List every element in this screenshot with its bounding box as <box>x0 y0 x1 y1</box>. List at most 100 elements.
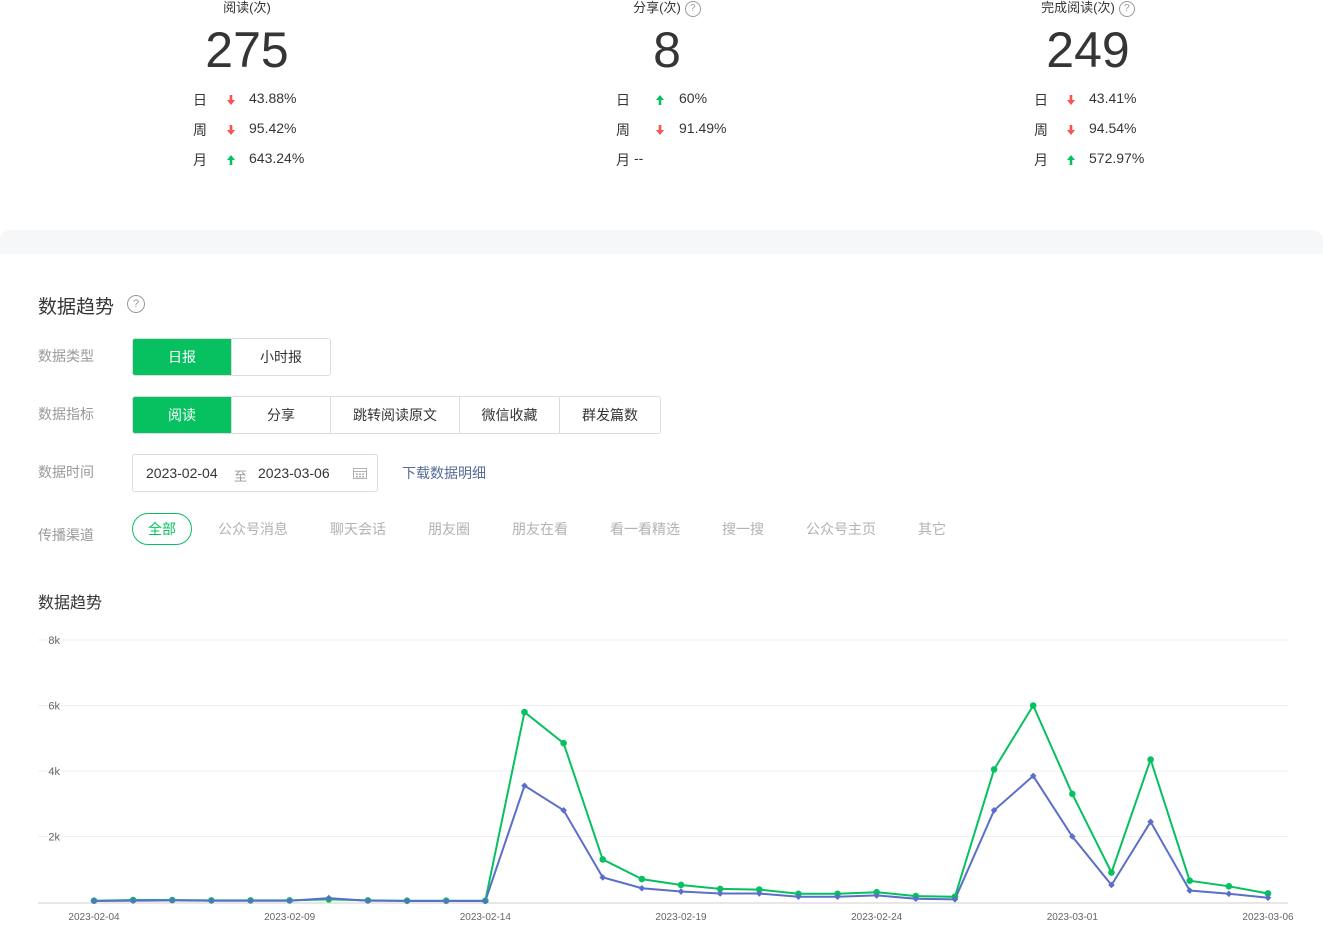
stat-title-text: 完成阅读(次) <box>1041 0 1115 15</box>
data-point <box>521 782 528 790</box>
section-divider <box>0 230 1323 254</box>
period-label: 周 <box>616 122 630 138</box>
stat-value: 275 <box>205 22 289 78</box>
stats-panel: 阅读(次) 275 日 43.88% 周 95.42% 月 643.24% 分享(次)? … <box>0 0 1323 230</box>
date-separator: 至 <box>234 469 248 484</box>
metric-selector: 阅读 分享 跳转阅读原文 微信收藏 群发篇数 <box>132 396 661 434</box>
arrow-down-icon <box>1067 95 1075 105</box>
period-label: 月 <box>1034 152 1048 168</box>
data-point <box>1029 702 1037 709</box>
x-tick-label: 2023-03-01 <box>1047 912 1099 923</box>
change-value: 95.42% <box>249 120 297 136</box>
stat-change-row: 日 43.41% <box>938 90 1238 110</box>
data-point <box>247 897 254 904</box>
metric-option[interactable]: 群发篇数 <box>559 397 660 433</box>
x-tick-label: 2023-02-14 <box>460 912 512 923</box>
data-point <box>1108 881 1115 889</box>
data-point <box>912 895 920 903</box>
data-type-option[interactable]: 小时报 <box>231 339 330 375</box>
stat-change-row: 日 60% <box>517 90 817 110</box>
metric-option[interactable]: 微信收藏 <box>459 397 559 433</box>
help-icon[interactable]: ? <box>1118 1 1135 17</box>
data-type-label: 数据类型 <box>38 348 94 364</box>
data-point <box>168 897 176 904</box>
data-point <box>560 739 567 747</box>
stat-title: 阅读(次) <box>97 0 397 16</box>
data-point <box>716 885 724 893</box>
data-point <box>90 897 98 905</box>
data-point <box>325 894 333 902</box>
series-line <box>93 703 1269 902</box>
data-point <box>638 875 646 883</box>
data-type-option[interactable]: 日报 <box>133 339 231 375</box>
channel-tab[interactable]: 朋友圈 <box>428 521 470 537</box>
data-point <box>1225 882 1233 890</box>
data-point <box>677 888 685 895</box>
arrow-up-icon <box>227 155 235 165</box>
data-point <box>208 897 215 904</box>
data-point <box>1225 890 1233 898</box>
channel-tab[interactable]: 公众号主页 <box>806 521 876 537</box>
data-point <box>129 897 137 904</box>
trend-line-chart: 2k 4k 6k 8k 2023-02-04 2023-02-09 2023-02-14 20… <box>38 635 1294 923</box>
x-tick-label: 2023-02-24 <box>851 912 903 923</box>
data-point <box>677 881 685 889</box>
metric-label: 数据指标 <box>38 406 94 422</box>
arrow-down-icon <box>1067 125 1075 135</box>
date-range-picker[interactable]: 2023-02-04 至 2023-03-06 <box>132 454 378 492</box>
data-point <box>1069 790 1076 798</box>
data-point <box>521 708 528 716</box>
stat-change-row: 月 643.24% <box>97 150 397 170</box>
change-value: 91.49% <box>679 120 727 136</box>
start-date[interactable]: 2023-02-04 <box>146 465 218 481</box>
channel-tab[interactable]: 聊天会话 <box>330 521 386 537</box>
arrow-up-icon <box>1067 155 1075 165</box>
metric-option[interactable]: 跳转阅读原文 <box>330 397 459 433</box>
arrow-down-icon <box>227 95 235 105</box>
end-date[interactable]: 2023-03-06 <box>258 465 330 481</box>
help-icon[interactable]: ? <box>127 295 145 313</box>
change-value: -- <box>634 150 644 166</box>
metric-option[interactable]: 分享 <box>231 397 330 433</box>
change-value: 94.54% <box>1089 120 1137 136</box>
y-tick-label: 2k <box>48 832 60 844</box>
data-point <box>755 886 763 893</box>
period-label: 月 <box>193 152 207 168</box>
data-point <box>442 897 450 905</box>
arrow-down-icon <box>656 125 664 135</box>
stat-title: 分享(次)? <box>517 0 817 17</box>
channel-tab[interactable]: 其它 <box>918 521 946 537</box>
period-label: 周 <box>193 122 207 138</box>
channel-tab[interactable]: 搜一搜 <box>722 521 764 537</box>
data-point <box>482 897 489 905</box>
metric-option[interactable]: 阅读 <box>133 397 231 433</box>
download-details-link[interactable]: 下载数据明细 <box>402 465 486 481</box>
chart-title: 数据趋势 <box>38 595 103 612</box>
data-point <box>834 893 841 901</box>
channel-tab[interactable]: 全部 <box>132 513 192 545</box>
data-point <box>795 893 802 901</box>
trend-section-title: 数据趋势 <box>38 297 115 318</box>
data-point <box>286 897 293 904</box>
change-value: 43.88% <box>249 90 297 106</box>
change-value: 43.41% <box>1089 90 1137 106</box>
data-point <box>1264 890 1272 897</box>
time-label: 数据时间 <box>38 464 94 480</box>
stat-change-row: 周 94.54% <box>938 120 1238 140</box>
data-type-selector: 日报 小时报 <box>132 338 331 376</box>
data-point <box>1186 887 1194 894</box>
x-tick-label: 2023-02-19 <box>655 912 707 923</box>
period-label: 日 <box>1034 92 1048 108</box>
channel-tab[interactable]: 看一看精选 <box>610 521 680 537</box>
x-tick-label: 2023-02-09 <box>264 912 316 923</box>
data-point <box>1147 756 1154 763</box>
change-value: 572.97% <box>1089 150 1145 166</box>
channel-tab[interactable]: 朋友在看 <box>512 521 568 537</box>
data-point <box>1029 772 1037 780</box>
stat-title-text: 阅读(次) <box>223 0 271 15</box>
data-point <box>755 890 763 897</box>
data-point <box>403 897 411 905</box>
channel-tab[interactable]: 公众号消息 <box>218 521 288 537</box>
help-icon[interactable]: ? <box>684 1 701 17</box>
stat-change-row: 周 95.42% <box>97 120 397 140</box>
